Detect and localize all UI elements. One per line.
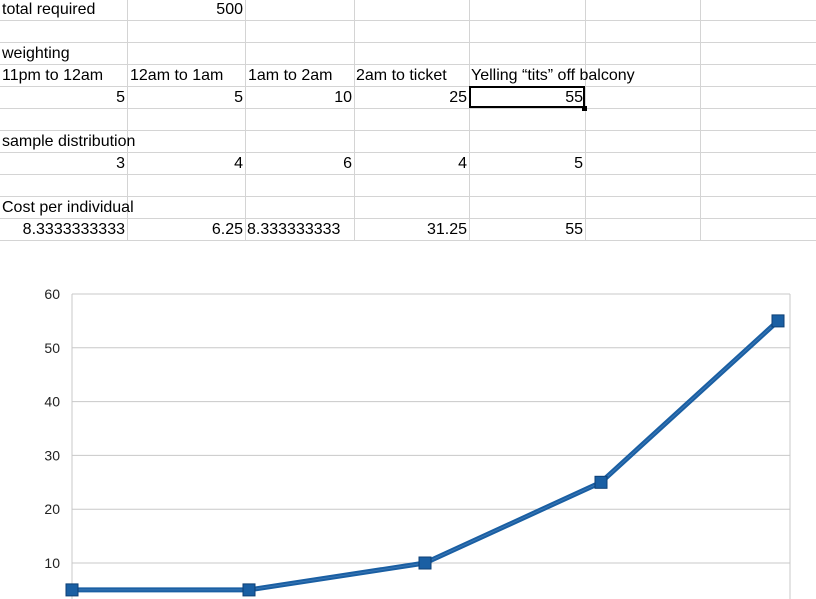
row-divider [0, 86, 816, 87]
column-divider [245, 0, 246, 240]
total-required-label-cell[interactable]: total required [2, 1, 96, 18]
sample-cell[interactable]: 4 [458, 155, 467, 172]
column-divider [469, 0, 470, 240]
header-cell-1am-2am[interactable]: 1am to 2am [248, 67, 333, 84]
y-tick-label: 50 [44, 340, 60, 356]
cost-per-individual-label-cell[interactable]: Cost per individual [2, 199, 134, 216]
weight-cell[interactable]: 5 [116, 89, 125, 106]
sample-cell[interactable]: 4 [234, 155, 243, 172]
data-point-marker[interactable] [242, 583, 256, 597]
header-cell-2am-ticket[interactable]: 2am to ticket [356, 67, 447, 84]
row-divider [0, 64, 816, 65]
data-point-marker[interactable] [594, 475, 608, 489]
row-divider [0, 152, 816, 153]
column-divider [127, 0, 128, 240]
data-point-marker[interactable] [771, 314, 785, 328]
row-divider [0, 20, 816, 21]
y-tick-label: 10 [44, 555, 60, 571]
cost-cell[interactable]: 6.25 [211, 221, 243, 238]
header-cell-11pm-12am[interactable]: 11pm to 12am [2, 67, 104, 84]
data-point-marker[interactable] [65, 583, 79, 597]
weight-cell[interactable]: 5 [234, 89, 243, 106]
row-divider [0, 196, 816, 197]
sample-distribution-label-cell[interactable]: sample distribution [2, 133, 136, 150]
weighting-line-chart[interactable]: 10 20 30 40 50 60 [0, 240, 816, 599]
cost-cell[interactable]: 55 [565, 221, 583, 238]
weight-cell-selected[interactable]: 55 [565, 89, 583, 106]
header-cell-balcony[interactable]: Yelling “tits” off balcony [471, 67, 635, 84]
total-required-value-cell[interactable]: 500 [216, 1, 243, 18]
row-divider [0, 42, 816, 43]
row-divider [0, 240, 816, 241]
cost-cell[interactable]: 8.333333333 [247, 221, 341, 238]
cost-cell[interactable]: 31.25 [426, 221, 467, 238]
row-divider [0, 174, 816, 175]
y-tick-label: 30 [44, 447, 60, 463]
y-tick-label: 20 [44, 501, 60, 517]
header-cell-12am-1am[interactable]: 12am to 1am [130, 67, 224, 84]
column-divider [354, 0, 355, 240]
cost-cell[interactable]: 8.3333333333 [22, 221, 125, 238]
cell-selection-border [469, 86, 585, 108]
y-tick-label: 40 [44, 394, 60, 410]
y-tick-label: 60 [44, 286, 60, 302]
row-divider [0, 218, 816, 219]
fill-handle[interactable] [582, 106, 587, 111]
column-divider [700, 0, 701, 240]
data-point-marker[interactable] [418, 556, 432, 570]
sample-cell[interactable]: 5 [574, 155, 583, 172]
sample-cell[interactable]: 3 [116, 155, 125, 172]
row-divider [0, 130, 816, 131]
weighting-label-cell[interactable]: weighting [2, 45, 70, 62]
weight-cell[interactable]: 10 [334, 89, 352, 106]
row-divider [0, 108, 816, 109]
spreadsheet-grid: total required 500 weighting 11pm to 12a… [0, 0, 816, 241]
column-divider [585, 0, 586, 240]
sample-cell[interactable]: 6 [343, 155, 352, 172]
weight-cell[interactable]: 25 [449, 89, 467, 106]
